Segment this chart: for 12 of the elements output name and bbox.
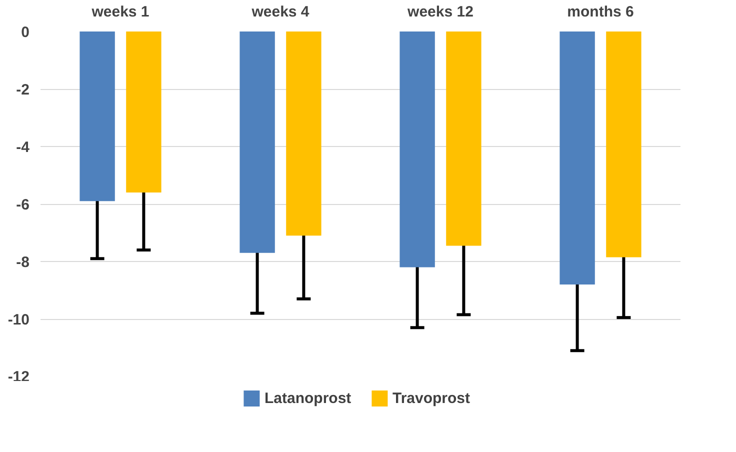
y-tick-label: -4: [16, 139, 30, 156]
y-tick-label: -6: [16, 196, 30, 214]
legend-label: Latanoprost: [264, 390, 352, 407]
x-tick-label: weeks 1: [90, 4, 150, 20]
x-tick-label: weeks 12: [406, 4, 474, 20]
legend-label: Travoprost: [392, 390, 470, 407]
x-tick-label: weeks 4: [250, 4, 310, 20]
y-tick-label: -8: [16, 254, 30, 271]
y-tick-label: -10: [8, 312, 30, 328]
y-tick-label: 0: [21, 24, 30, 41]
x-tick-label: months 6: [567, 4, 634, 20]
y-tick-label: -2: [16, 82, 30, 98]
